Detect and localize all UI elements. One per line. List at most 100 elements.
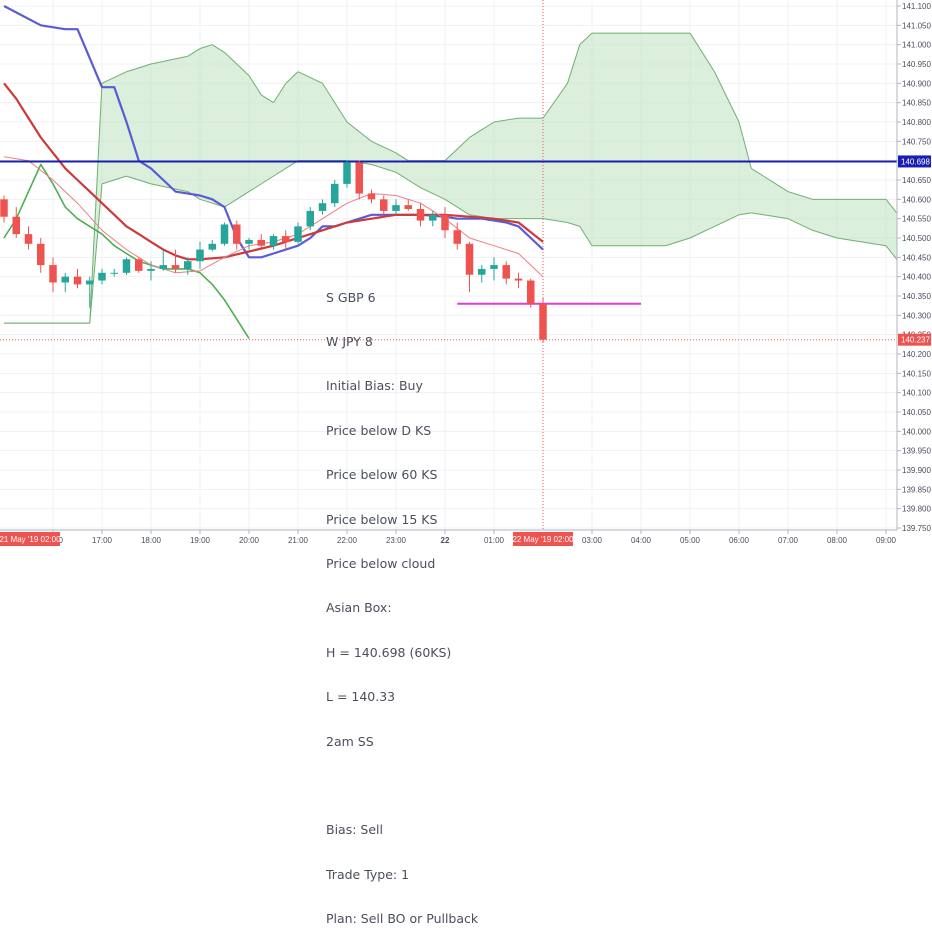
cloud-segment xyxy=(273,83,286,177)
note-line: S GBP 6 xyxy=(326,289,376,305)
price-tick-label: 139.750 xyxy=(902,524,931,533)
cloud-span-a xyxy=(371,140,397,154)
cloud-segment xyxy=(494,118,519,219)
note-line: Plan: Sell BO or Pullback xyxy=(326,911,479,927)
price-tick-label: 140.350 xyxy=(902,292,931,301)
time-tick-label: 22 xyxy=(441,536,450,545)
note-line: 2am SS xyxy=(326,733,374,749)
cloud-span-b xyxy=(885,245,899,262)
cloud-span-a xyxy=(297,71,323,84)
cloud-segment xyxy=(469,122,494,219)
time-tick-label: 18:00 xyxy=(141,536,162,545)
cloud-span-b xyxy=(150,183,188,193)
candle-body xyxy=(490,265,498,269)
cloud-span-a xyxy=(763,175,789,193)
cloud-span-b xyxy=(579,226,593,247)
cloud-segment xyxy=(445,137,470,215)
cloud-span-a xyxy=(101,71,127,84)
candle-body xyxy=(355,162,363,194)
cloud-span-a xyxy=(885,199,899,216)
cloud-segment xyxy=(126,64,151,184)
cloud-segment xyxy=(187,48,200,200)
price-tick-label: 139.800 xyxy=(902,505,931,514)
cloud-segment xyxy=(788,191,813,231)
cloud-span-b xyxy=(199,198,213,204)
candle-body xyxy=(306,210,314,227)
cloud-segment xyxy=(518,118,543,219)
cloud-span-a xyxy=(126,63,152,73)
cloud-span-b xyxy=(812,229,838,239)
cloud-span-a xyxy=(322,83,348,123)
candle-body xyxy=(208,243,216,250)
cloud-span-a xyxy=(542,83,568,119)
cloud-span-a xyxy=(346,121,372,142)
cloud-span-b xyxy=(101,175,127,185)
cloud-span-a xyxy=(236,63,250,76)
cloud-span-b xyxy=(89,183,103,324)
candle-body xyxy=(429,214,437,221)
candle-body xyxy=(257,239,265,246)
cloud-segment xyxy=(579,33,592,246)
cloud-segment xyxy=(224,52,237,208)
cloud-span-a xyxy=(150,55,188,65)
time-tick-label: 19:00 xyxy=(190,536,211,545)
cloud-span-b xyxy=(407,179,421,189)
cloud-segment xyxy=(249,75,262,192)
price-tick-label: 140.550 xyxy=(902,215,931,224)
candle-body xyxy=(37,243,45,266)
note-line: L = 140.33 xyxy=(326,689,396,705)
note-line: W JPY 8 xyxy=(326,333,373,349)
cloud-span-a xyxy=(787,191,813,200)
cloud-span-b xyxy=(787,218,813,231)
cloud-span-b xyxy=(751,212,764,216)
candle-body xyxy=(514,278,523,281)
cloud-segment xyxy=(812,199,837,238)
candle-body xyxy=(220,224,229,244)
price-tick-label: 140.400 xyxy=(902,273,931,282)
time-tick-label: 23:00 xyxy=(386,536,407,545)
note-line: Asian Box: xyxy=(326,600,392,616)
cloud-segment xyxy=(261,94,274,184)
cloud-span-a xyxy=(714,71,740,123)
time-tick-label: 17:00 xyxy=(92,536,113,545)
price-tick-label: 140.800 xyxy=(902,118,931,127)
price-tick-label: 140.150 xyxy=(902,369,931,378)
candles xyxy=(0,160,547,343)
candle-body xyxy=(343,162,351,184)
time-tick-label: 01:00 xyxy=(484,536,505,545)
price-label-text: 140.237 xyxy=(901,336,930,345)
candlestick-chart[interactable]: 141.100 141.050 141.000 140.950 140.900 140.8… xyxy=(0,0,932,550)
cloud-segment xyxy=(408,160,421,188)
candle-body xyxy=(122,259,131,273)
cloud-segment xyxy=(347,122,372,165)
note-line: Bias: Sell xyxy=(326,822,383,838)
price-label-box xyxy=(898,333,931,346)
cloud-segment xyxy=(751,168,764,215)
candle-body xyxy=(159,265,167,269)
candle-body xyxy=(527,280,535,304)
price-tick-label: 139.900 xyxy=(902,466,931,475)
cloud-segment xyxy=(592,33,666,246)
cloud-span-b xyxy=(665,237,691,247)
cloud-span-b xyxy=(126,175,152,185)
price-tick-label: 140.850 xyxy=(902,99,931,108)
price-tick-label: 140.050 xyxy=(902,408,931,417)
price-axis: 141.100 141.050 141.000 140.950 140.900 140.8… xyxy=(896,0,932,550)
note-line: Price below 15 KS xyxy=(326,511,438,527)
cloud-segment xyxy=(739,122,752,215)
candle-body xyxy=(184,261,192,269)
candle-body xyxy=(441,214,449,231)
price-tick-label: 141.100 xyxy=(902,2,931,11)
candle-body xyxy=(12,216,20,235)
candle-body xyxy=(49,265,57,283)
cloud-span-b xyxy=(224,198,238,208)
cloud-span-a xyxy=(285,71,299,84)
cloud-span-a xyxy=(248,75,262,96)
candle-body xyxy=(61,276,69,283)
candle-body xyxy=(380,199,388,211)
time-tick-label: 08:00 xyxy=(827,536,848,545)
price-label-text: 140.698 xyxy=(901,157,930,166)
cloud-span-b xyxy=(371,164,397,173)
price-tick-label: 140.950 xyxy=(902,60,931,69)
cloud-span-a xyxy=(469,121,495,138)
